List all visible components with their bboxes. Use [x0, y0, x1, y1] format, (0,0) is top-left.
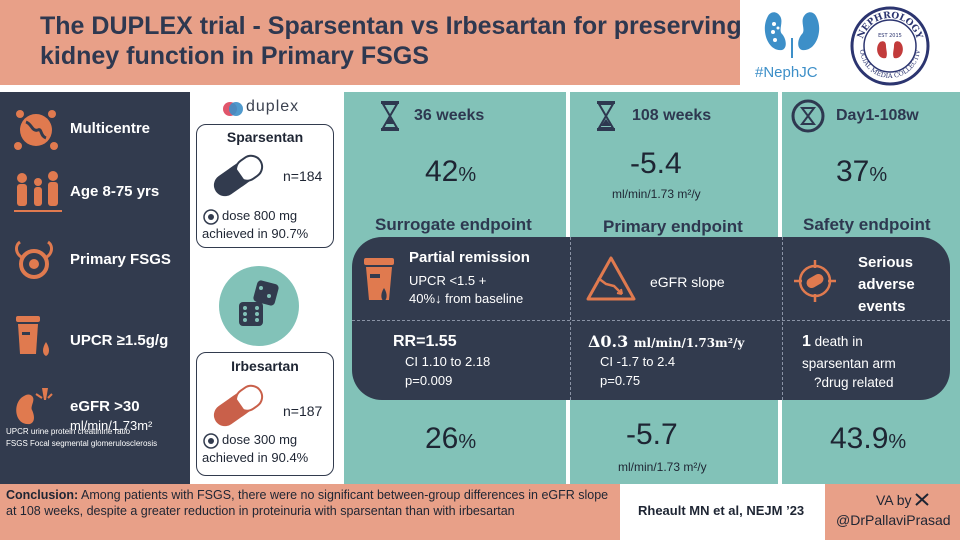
death-line-1: 1 death in — [802, 333, 863, 350]
colsafe-top-value: 37% — [836, 155, 888, 188]
sparsentan-dose: dose 800 mg — [222, 208, 298, 223]
egfr-delta: Δ0.3 ml/min/1.73m²/y — [588, 332, 745, 351]
death-line-3: ?drug related — [814, 375, 894, 390]
sae-line-1: Serious — [858, 254, 914, 271]
footnote-upcr: UPCR urine protein creatinine ratio — [6, 427, 131, 436]
irbesartan-n: n=187 — [283, 403, 323, 419]
criteria-primary-fsgs: Primary FSGS — [70, 251, 171, 268]
delta-p-value: p=0.75 — [600, 373, 641, 388]
sparsentan-n: n=184 — [283, 168, 323, 184]
criteria-egfr: eGFR >30 — [70, 398, 140, 415]
target-pills-icon — [794, 260, 836, 302]
col108-heading: 108 weeks — [632, 107, 712, 124]
author-handle[interactable]: @DrPallaviPrasad — [836, 512, 951, 528]
target-icon — [203, 433, 219, 449]
partial-remission-line-1: UPCR <1.5 + — [409, 273, 487, 288]
sparsentan-name: Sparsentan — [226, 129, 304, 145]
capsule-icon — [213, 384, 264, 427]
rr-p-value: p=0.009 — [405, 373, 453, 388]
safety-endpoint-label: Safety endpoint — [803, 215, 931, 234]
partial-remission-line-2: 40%↓ from baseline — [409, 291, 524, 306]
duplex-logo-icon — [222, 98, 244, 125]
irbesartan-name: Irbesartan — [231, 358, 299, 374]
nephjc-kidney-icon — [762, 8, 822, 65]
credit-box — [825, 484, 960, 540]
urine-cup-icon — [12, 314, 56, 365]
primary-endpoint-label: Primary endpoint — [603, 217, 743, 236]
egfr-slope-title: eGFR slope — [650, 274, 725, 290]
page-title: The DUPLEX trial - Sparsentan vs Irbesar… — [40, 12, 742, 70]
col108-top-unit: ml/min/1.73 m²/y — [612, 187, 701, 201]
death-line-2: sparsentan arm — [802, 356, 896, 371]
col36-bottom-value: 26% — [425, 422, 477, 455]
kidney-glomerulus-icon — [12, 236, 56, 287]
sparsentan-card: Sparsentan n=184 dose 800 mg achieved in… — [196, 124, 334, 248]
colsafe-heading: Day1-108w — [836, 107, 919, 124]
kidney-alert-icon — [12, 384, 58, 435]
va-by-label: VA by — [876, 492, 930, 508]
conclusion-text: Conclusion: Among patients with FSGS, th… — [6, 488, 609, 518]
delta-ci: CI -1.7 to 2.4 — [600, 354, 676, 369]
sae-line-2: adverse — [858, 276, 915, 293]
hourglass-icon — [381, 101, 399, 131]
criteria-age: Age 8-75 yrs — [70, 183, 160, 200]
duplex-logo-text: duplex — [246, 98, 300, 115]
sparsentan-achieved: achieved in 90.7% — [202, 226, 309, 241]
surrogate-endpoint-label: Surrogate endpoint — [375, 215, 532, 234]
target-icon — [203, 209, 219, 225]
decline-warning-icon — [586, 256, 636, 301]
col36-top-value: 42% — [425, 155, 477, 188]
col108-top-value: -5.4 — [630, 147, 682, 180]
irbesartan-card: Irbesartan n=187 dose 300 mg achieved in… — [196, 352, 334, 476]
relative-risk: RR=1.55 — [393, 333, 457, 350]
criteria-egfr-unit: ml/min/1.73m² — [70, 418, 153, 433]
band-divider — [352, 320, 950, 321]
colsafe-bottom-value: 43.9% — [830, 422, 907, 455]
band-vdivider — [782, 237, 783, 400]
citation-box — [620, 484, 825, 540]
abbreviations-footnote: UPCR urine protein creatinine ratio FSGS… — [6, 426, 191, 450]
conclusion-box — [0, 484, 620, 540]
criteria-upcr: UPCR ≥1.5g/g — [70, 332, 169, 349]
citation-text: Rheault MN et al, NEJM ’23 — [638, 503, 805, 518]
irbesartan-achieved: achieved in 90.4% — [202, 450, 309, 465]
sae-line-3: events — [858, 298, 906, 315]
band-vdivider — [570, 237, 571, 400]
hourglass-icon — [597, 101, 615, 131]
clock-hourglass-icon — [791, 99, 825, 133]
irbesartan-dose: dose 300 mg — [222, 432, 298, 447]
urine-cup-icon — [364, 258, 394, 301]
col108-bottom-unit: ml/min/1.73 m²/y — [618, 460, 707, 474]
randomization-dice-icon — [219, 266, 299, 346]
footnote-fsgs: FSGS Focal segmental glomerulosclerosis — [6, 439, 158, 448]
x-logo-icon — [915, 493, 930, 506]
rr-ci: CI 1.10 to 2.18 — [405, 354, 491, 369]
col36-heading: 36 weeks — [414, 107, 485, 124]
capsule-icon — [213, 154, 264, 197]
people-icon — [12, 168, 64, 221]
results-band — [352, 237, 950, 400]
nephjc-hashtag: #NephJC — [755, 64, 818, 81]
globe-people-icon — [12, 106, 60, 157]
partial-remission-title: Partial remission — [409, 249, 530, 266]
seal-est-text: EST 2015 — [878, 33, 902, 39]
criteria-multicentre: Multicentre — [70, 120, 151, 137]
col108-bottom-value: -5.7 — [626, 418, 678, 451]
